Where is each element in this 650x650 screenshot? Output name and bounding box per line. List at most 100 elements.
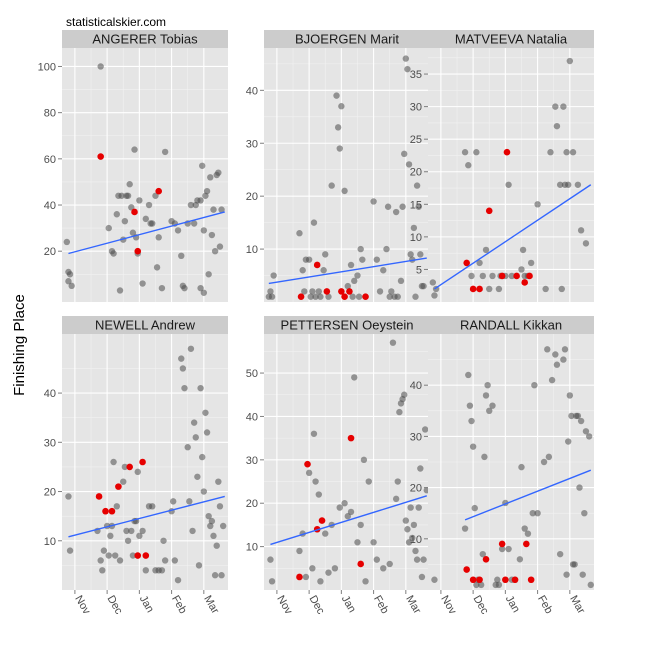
data-point (404, 65, 411, 73)
highlight-point (304, 460, 311, 468)
highlight-point (134, 247, 142, 255)
data-point (63, 238, 71, 246)
data-point (219, 522, 227, 530)
data-point (344, 282, 352, 290)
data-point (410, 224, 418, 232)
data-point (149, 220, 156, 227)
panel-background (264, 48, 430, 302)
data-point (158, 284, 166, 292)
x-tick-label: Mar (201, 594, 221, 617)
data-point (195, 562, 203, 569)
x-tick-label: Feb (371, 594, 391, 616)
data-point (211, 572, 219, 579)
data-point (136, 197, 143, 204)
y-tick-label: 100 (38, 61, 56, 73)
data-point (213, 542, 220, 549)
data-point (495, 285, 503, 293)
data-point (171, 557, 179, 564)
data-point (373, 556, 381, 563)
highlight-point (476, 576, 483, 584)
data-point (338, 103, 345, 110)
data-point (421, 426, 429, 433)
data-point (161, 557, 169, 564)
data-point (349, 293, 356, 300)
data-point (410, 521, 418, 529)
data-point (192, 434, 199, 441)
data-point (516, 556, 524, 563)
data-point (113, 503, 120, 510)
data-point (197, 284, 204, 292)
facet-strip-label: MATVEEVA Natalia (455, 32, 568, 47)
data-point (120, 478, 127, 485)
y-tick-label: 10 (246, 542, 258, 554)
data-point (302, 573, 310, 581)
y-tick-label: 50 (246, 368, 258, 380)
x-tick-label: Feb (169, 594, 189, 616)
data-point (566, 57, 574, 65)
data-point (581, 510, 588, 517)
data-point (336, 145, 343, 152)
highlight-point (126, 463, 133, 471)
facet-strip (62, 316, 228, 334)
data-point (498, 545, 506, 553)
data-point (131, 146, 138, 153)
data-point (136, 532, 143, 540)
data-point (203, 187, 211, 195)
highlight-point (97, 153, 104, 160)
highlight-point (313, 261, 321, 269)
facet-panel-4: NEWELL Andrew 10 20 30 40 Nov Dec Jan Feb Mar (44, 316, 228, 617)
data-point (482, 392, 490, 399)
highlight-point (142, 552, 150, 559)
data-point (299, 267, 306, 274)
watermark-text: statisticalskier.com (66, 15, 166, 29)
y-axis-title: Finishing Place (11, 294, 28, 396)
data-point (508, 272, 516, 280)
data-point (189, 527, 196, 535)
data-point (388, 288, 395, 295)
data-point (401, 391, 408, 398)
data-point (305, 256, 313, 263)
highlight-point (485, 207, 493, 215)
data-point (322, 530, 329, 537)
data-point (190, 220, 198, 227)
data-point (126, 181, 133, 188)
data-point (142, 215, 150, 223)
data-point (486, 407, 493, 414)
data-point (301, 288, 308, 295)
highlight-point (296, 573, 303, 581)
y-tick-label: 35 (410, 69, 422, 81)
highlight-point (463, 259, 470, 267)
data-point (121, 463, 129, 471)
y-tick-label: 80 (44, 108, 56, 120)
highlight-point (338, 288, 345, 295)
data-point (268, 578, 276, 585)
facet-panel-6: RANDALL Kikkan 10 20 30 40 Nov Dec Jan Feb Mar (410, 316, 594, 617)
data-point (574, 181, 582, 188)
y-tick-label: 20 (410, 167, 422, 179)
facet-strip (264, 30, 430, 48)
highlight-point (115, 483, 122, 490)
y-tick-label: 20 (44, 487, 56, 499)
data-point (409, 534, 416, 542)
data-point (479, 272, 486, 280)
trend-line (68, 495, 225, 538)
data-point (380, 267, 387, 274)
data-point (105, 224, 112, 232)
data-point (405, 161, 413, 168)
data-point (97, 63, 104, 70)
data-point (268, 293, 276, 300)
data-point (312, 293, 319, 300)
highlight-point (134, 552, 142, 559)
data-point (312, 478, 319, 485)
highlight-point (511, 576, 519, 584)
data-point (431, 576, 438, 583)
data-point (412, 547, 419, 555)
x-tick-label: Mar (403, 594, 423, 617)
highlight-point (498, 272, 506, 280)
data-point (420, 556, 427, 563)
data-point (577, 227, 585, 234)
data-point (529, 510, 536, 517)
data-point (357, 521, 364, 529)
data-point (431, 292, 438, 299)
data-point (208, 517, 216, 525)
